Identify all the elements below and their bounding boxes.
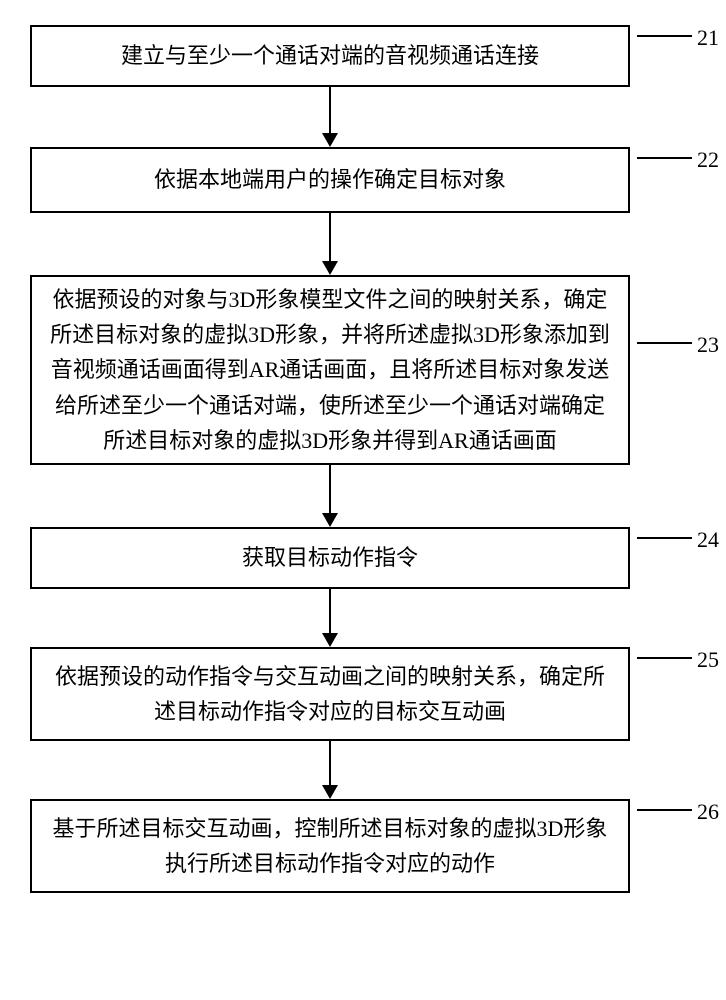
flow-arrow xyxy=(30,589,630,647)
flow-node-n1: 建立与至少一个通话对端的音视频通话连接 21 xyxy=(30,25,630,87)
node-label: 21 xyxy=(697,25,719,51)
node-label: 24 xyxy=(697,527,719,553)
flowchart-container: 建立与至少一个通话对端的音视频通话连接 21 依据本地端用户的操作确定目标对象 … xyxy=(30,25,670,893)
flow-node-n3: 依据预设的对象与3D形象模型文件之间的映射关系，确定所述目标对象的虚拟3D形象，… xyxy=(30,275,630,465)
flow-node-n6: 基于所述目标交互动画，控制所述目标对象的虚拟3D形象执行所述目标动作指令对应的动… xyxy=(30,799,630,893)
node-text: 依据预设的动作指令与交互动画之间的映射关系，确定所述目标动作指令对应的目标交互动… xyxy=(50,659,610,729)
node-label: 25 xyxy=(697,647,719,673)
flow-node-n2: 依据本地端用户的操作确定目标对象 22 xyxy=(30,147,630,213)
flow-node-n5: 依据预设的动作指令与交互动画之间的映射关系，确定所述目标动作指令对应的目标交互动… xyxy=(30,647,630,741)
label-connector xyxy=(637,657,692,659)
flow-arrow xyxy=(30,741,630,799)
node-text: 依据预设的对象与3D形象模型文件之间的映射关系，确定所述目标对象的虚拟3D形象，… xyxy=(50,282,610,458)
label-connector xyxy=(637,35,692,37)
node-label: 22 xyxy=(697,147,719,173)
flow-arrow xyxy=(30,87,630,147)
node-label: 23 xyxy=(697,332,719,358)
label-connector xyxy=(637,537,692,539)
label-connector xyxy=(637,809,692,811)
node-text: 获取目标动作指令 xyxy=(242,540,418,575)
node-text: 建立与至少一个通话对端的音视频通话连接 xyxy=(121,38,539,73)
label-connector xyxy=(637,157,692,159)
node-label: 26 xyxy=(697,799,719,825)
node-text: 依据本地端用户的操作确定目标对象 xyxy=(154,162,506,197)
label-connector xyxy=(637,342,692,344)
flow-arrow xyxy=(30,213,630,275)
node-text: 基于所述目标交互动画，控制所述目标对象的虚拟3D形象执行所述目标动作指令对应的动… xyxy=(50,811,610,881)
flow-node-n4: 获取目标动作指令 24 xyxy=(30,527,630,589)
flow-arrow xyxy=(30,465,630,527)
